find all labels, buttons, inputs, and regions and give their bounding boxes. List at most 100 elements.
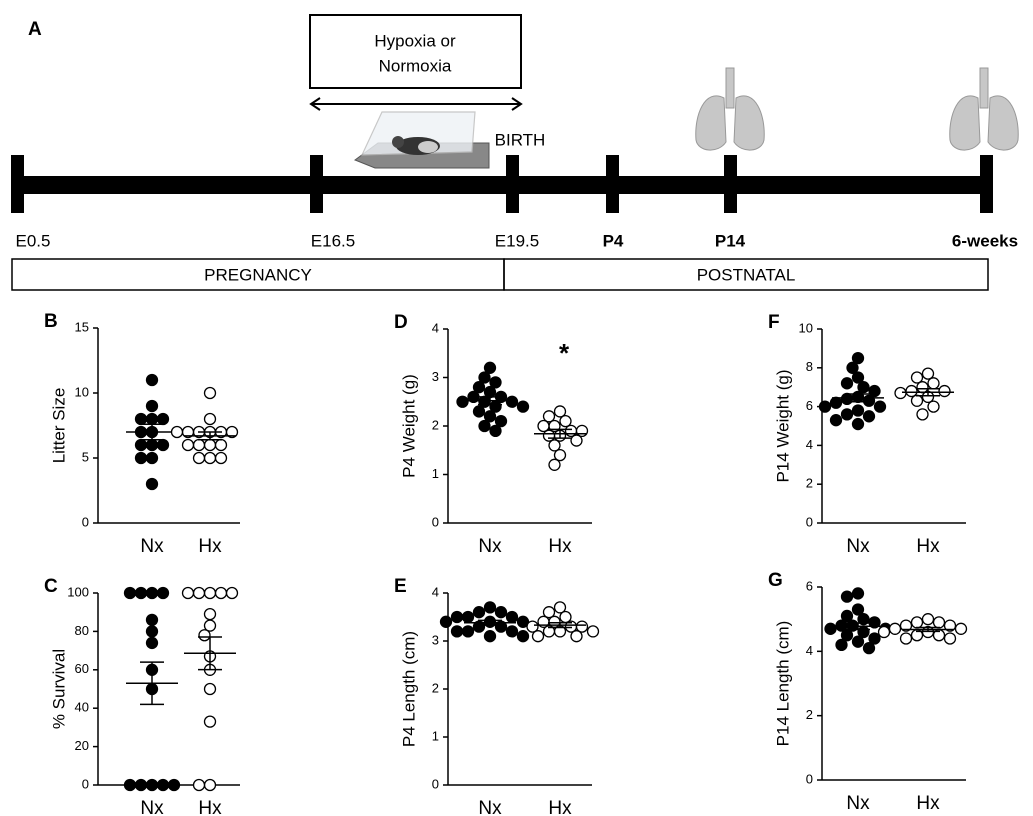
data-point xyxy=(461,625,475,638)
y-tick-label: 15 xyxy=(75,319,89,334)
data-point xyxy=(203,586,217,600)
y-tick-label: 4 xyxy=(432,584,439,599)
data-point xyxy=(873,400,887,413)
data-point xyxy=(888,622,902,635)
data-point xyxy=(203,682,217,696)
y-tick-label: 0 xyxy=(432,776,439,791)
data-point xyxy=(214,451,228,465)
box-text: Hypoxia or xyxy=(374,31,456,50)
data-point xyxy=(439,615,453,628)
data-point xyxy=(145,373,159,387)
data-point xyxy=(472,606,486,619)
data-point xyxy=(910,371,924,384)
y-tick-label: 1 xyxy=(432,728,439,743)
data-point xyxy=(192,438,206,452)
x-tick-label: Nx xyxy=(478,536,502,557)
data-point xyxy=(938,384,951,398)
data-point xyxy=(145,412,159,426)
timepoint-label: E0.5 xyxy=(16,231,51,250)
y-tick-label: 2 xyxy=(432,680,439,695)
data-point xyxy=(214,586,228,600)
data-point xyxy=(542,410,556,423)
data-point xyxy=(516,400,530,413)
data-point xyxy=(868,632,881,645)
data-point xyxy=(899,632,913,645)
y-tick-label: 4 xyxy=(806,643,813,658)
y-tick-label: 0 xyxy=(806,771,813,786)
data-point xyxy=(134,438,148,452)
data-point xyxy=(203,607,217,621)
y-tick-label: 1 xyxy=(432,466,439,481)
y-tick-label: 4 xyxy=(432,320,439,335)
data-point xyxy=(225,586,239,600)
data-point xyxy=(921,613,935,626)
data-point xyxy=(851,404,865,417)
data-point xyxy=(123,778,137,792)
y-axis-label: P14 Length (cm) xyxy=(773,621,792,747)
data-point xyxy=(927,377,940,390)
data-point xyxy=(505,610,519,624)
data-point xyxy=(203,386,217,400)
data-point xyxy=(943,632,957,645)
timepoint-label: P14 xyxy=(715,231,746,250)
data-point xyxy=(203,451,217,465)
panel-label: B xyxy=(44,311,58,332)
data-point xyxy=(542,606,556,619)
data-point xyxy=(835,638,848,652)
y-tick-label: 60 xyxy=(75,661,89,676)
y-tick-label: 2 xyxy=(432,417,439,432)
data-point xyxy=(145,477,159,491)
data-point xyxy=(145,399,159,413)
x-tick-label: Nx xyxy=(846,536,870,557)
panel-label: E xyxy=(394,576,407,597)
data-point xyxy=(203,715,217,728)
data-point xyxy=(548,439,561,452)
y-axis-label: P14 Weight (g) xyxy=(773,369,792,482)
x-tick-label: Hx xyxy=(548,798,572,816)
data-point xyxy=(910,616,924,629)
y-tick-label: 40 xyxy=(75,700,89,715)
data-point xyxy=(192,451,206,465)
data-point xyxy=(526,620,539,633)
data-point xyxy=(181,586,195,600)
data-point xyxy=(450,625,464,638)
x-tick-label: Nx xyxy=(140,798,164,816)
y-tick-label: 2 xyxy=(806,707,813,722)
phase-label: PREGNANCY xyxy=(204,265,312,284)
data-point xyxy=(203,778,217,792)
data-point xyxy=(553,405,567,418)
data-point xyxy=(553,448,567,462)
data-point xyxy=(145,438,159,452)
data-point xyxy=(862,641,876,655)
panel-label: G xyxy=(768,570,783,591)
data-point xyxy=(851,587,865,600)
data-point xyxy=(840,609,854,623)
data-point xyxy=(559,414,572,428)
y-axis-label: % Survival xyxy=(49,649,68,729)
data-point xyxy=(134,451,148,465)
mouse-cage xyxy=(353,111,490,169)
data-point xyxy=(537,419,550,433)
x-tick-label: Nx xyxy=(846,793,870,814)
data-point xyxy=(203,412,217,426)
timepoint-label: 6-weeks xyxy=(952,231,1018,250)
panel-label: A xyxy=(28,19,42,40)
panel-label: F xyxy=(768,312,780,333)
data-point xyxy=(472,405,486,418)
data-point xyxy=(203,619,217,632)
data-point xyxy=(483,361,497,374)
data-point xyxy=(483,601,497,614)
data-point xyxy=(857,613,870,626)
data-point xyxy=(489,424,502,438)
data-point xyxy=(570,630,583,643)
data-point xyxy=(483,630,497,643)
y-tick-label: 6 xyxy=(806,398,813,413)
data-point xyxy=(505,625,519,638)
data-point xyxy=(829,396,843,409)
y-tick-label: 3 xyxy=(432,632,439,647)
data-point xyxy=(548,458,561,471)
y-tick-label: 20 xyxy=(75,738,89,753)
x-tick-label: Nx xyxy=(140,536,164,557)
y-tick-label: 10 xyxy=(75,384,89,399)
